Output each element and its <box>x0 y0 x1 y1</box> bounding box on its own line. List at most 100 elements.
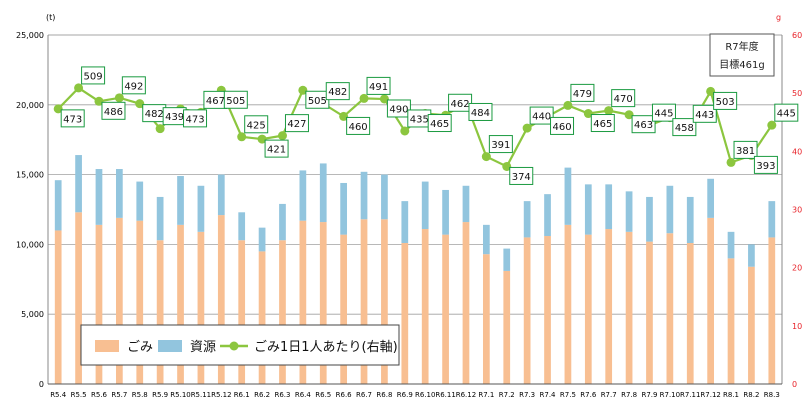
data-label: 445 <box>654 109 673 120</box>
data-label: 391 <box>491 140 510 151</box>
bar-shigen <box>523 201 531 238</box>
per-person-point <box>155 124 165 134</box>
bar-shigen <box>75 155 82 213</box>
legend-label-gomi: ごみ <box>127 339 153 355</box>
data-label-box <box>325 82 350 101</box>
left-tick-label: 15,000 <box>16 171 44 180</box>
x-tick-label: R8.1 <box>723 391 739 399</box>
legend-swatch-shigen <box>158 340 182 352</box>
bar-gomi <box>401 243 409 384</box>
per-person-point <box>257 134 267 144</box>
x-tick-label: R6.2 <box>254 391 270 399</box>
data-label: 482 <box>145 109 164 120</box>
per-person-point <box>277 131 287 141</box>
per-person-point <box>400 126 410 136</box>
data-label-box <box>774 103 799 122</box>
right-tick-label: 100 <box>792 322 802 331</box>
bar-shigen <box>625 191 633 232</box>
data-label: 427 <box>287 119 306 130</box>
per-person-point <box>583 109 593 119</box>
data-label: 460 <box>349 122 368 133</box>
data-label: 482 <box>328 87 347 98</box>
bar-shigen <box>217 174 225 216</box>
data-label: 381 <box>736 146 755 157</box>
data-label: 465 <box>430 119 449 130</box>
bar-shigen <box>54 180 62 231</box>
bar-shigen <box>442 189 449 235</box>
left-axis-unit: (t) <box>46 13 55 22</box>
x-tick-label: R7.6 <box>580 391 597 399</box>
x-tick-label: R5.9 <box>152 391 168 399</box>
bar-gomi <box>584 234 592 384</box>
data-label: 473 <box>63 114 82 125</box>
per-person-point <box>481 152 491 162</box>
x-tick-label: R7.11 <box>680 391 700 399</box>
annotation-line1: R7年度 <box>725 40 758 53</box>
legend: ごみ 資源 ごみ1日1人あたり(右軸) <box>80 324 400 366</box>
data-label-box <box>713 91 738 110</box>
x-tick-label: R7.8 <box>621 391 637 399</box>
x-tick-label: R7.5 <box>560 391 576 399</box>
bar-gomi <box>217 215 225 384</box>
bar-shigen <box>401 201 409 244</box>
data-label-box <box>427 114 452 133</box>
bar-gomi <box>54 230 62 384</box>
bar-gomi <box>625 231 633 384</box>
data-label: 505 <box>226 96 245 107</box>
bar-gomi <box>279 240 286 384</box>
right-tick-label: 600 <box>792 31 802 40</box>
bar-gomi <box>686 243 694 384</box>
data-label-box <box>448 93 473 112</box>
x-tick-label: R7.12 <box>700 391 720 399</box>
bar-gomi <box>75 212 82 384</box>
data-label: 479 <box>573 89 592 100</box>
x-tick-label: R5.10 <box>170 391 190 399</box>
right-tick-label: 500 <box>792 89 802 98</box>
bar-gomi <box>605 229 613 384</box>
data-label-box <box>244 115 269 134</box>
grid-lines <box>48 34 782 315</box>
bar-gomi <box>319 222 327 384</box>
x-tick-label: R6.6 <box>336 391 353 399</box>
data-label-box <box>509 166 534 185</box>
bar-gomi <box>748 266 755 384</box>
bar-gomi <box>95 224 103 384</box>
bar-shigen <box>544 194 551 237</box>
bar-gomi <box>482 254 490 384</box>
x-tick-label: R7.1 <box>478 391 494 399</box>
data-label-box <box>101 101 126 120</box>
bar-gomi <box>156 240 164 384</box>
per-person-point <box>359 93 369 103</box>
data-label: 421 <box>267 145 286 156</box>
data-label: 492 <box>124 81 143 92</box>
bar-shigen <box>279 203 286 241</box>
right-axis-unit: g <box>776 13 781 22</box>
data-label: 486 <box>104 107 123 118</box>
right-tick-label: 400 <box>792 147 802 156</box>
per-person-point <box>563 100 573 110</box>
x-tick-label: R5.6 <box>91 391 108 399</box>
bar-shigen <box>646 196 653 242</box>
per-person-point <box>502 161 512 171</box>
left-tick-label: 20,000 <box>16 101 44 110</box>
bar-shigen <box>748 244 755 267</box>
per-person-point <box>135 99 145 109</box>
bar-shigen <box>727 231 735 259</box>
x-tick-label: R7.9 <box>641 391 657 399</box>
per-person-point <box>94 96 104 106</box>
bar-gomi <box>462 222 470 384</box>
per-person-point <box>706 86 716 96</box>
bar-gomi <box>177 224 184 384</box>
per-person-point <box>114 93 124 103</box>
bar-gomi <box>707 217 715 384</box>
data-label-box <box>672 118 697 137</box>
bar-shigen <box>564 167 572 225</box>
data-label: 465 <box>593 119 612 130</box>
per-person-point <box>339 111 349 121</box>
data-label: 509 <box>84 71 103 82</box>
bar-shigen <box>462 185 470 223</box>
data-label-box <box>121 76 146 95</box>
data-label-box <box>631 115 656 134</box>
bar-shigen <box>319 163 327 223</box>
